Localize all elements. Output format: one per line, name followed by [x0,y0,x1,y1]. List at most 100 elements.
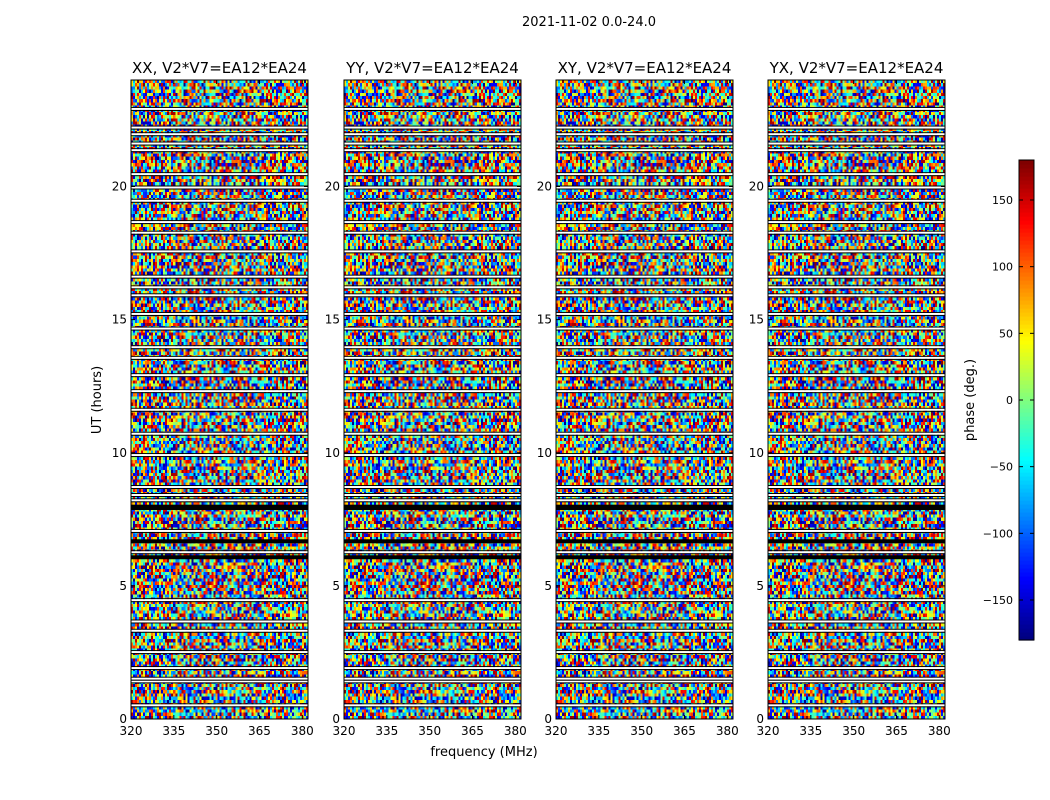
gap-edge [344,434,521,436]
flagged-band [131,539,308,544]
colorbar-segment [1019,196,1034,201]
gap-band [344,199,521,202]
gap-edge [556,329,733,331]
gap-edge [556,277,733,279]
gap-edge [344,358,521,360]
gap-band [556,294,733,297]
colorbar-segment [1019,264,1034,269]
gap-edge [556,109,733,111]
gap-edge [344,676,521,678]
y-tick-label: 15 [112,313,127,327]
x-tick-label: 350 [418,724,441,738]
gap-edge [131,622,308,624]
gap-edge [768,528,945,530]
gap-edge [131,553,308,555]
colorbar-segment [1019,204,1034,209]
colorbar-segment [1019,456,1034,461]
gap-band [344,126,521,129]
gap-band [131,408,308,411]
colorbar-segment [1019,240,1034,245]
gap-edge [344,453,521,455]
colorbar-segment [1019,460,1034,465]
gap-band [131,677,308,680]
gap-band [344,173,521,176]
gap-band [768,142,945,145]
y-tick-label: 5 [544,579,552,593]
gap-edge [344,706,521,708]
gap-edge [768,501,945,503]
gap-band [131,620,308,623]
gap-band [131,346,308,349]
colorbar-segment [1019,232,1034,237]
gap-edge [344,348,521,350]
gap-edge [768,410,945,412]
gap-band [556,186,733,189]
gap-edge [131,106,308,108]
gap-edge [344,172,521,174]
gap-edge [768,185,945,187]
gap-edge [768,358,945,360]
gap-band [344,390,521,393]
gap-edge [768,456,945,458]
gap-band [556,199,733,202]
flagged-band [556,555,733,560]
gap-band [768,704,945,707]
colorbar-segment [1019,380,1034,385]
gap-edge [131,125,308,127]
gap-band [344,221,521,224]
gap-edge [131,431,308,433]
gap-edge [131,223,308,225]
colorbar-segment [1019,412,1034,417]
gap-edge [556,485,733,487]
gap-band [556,629,733,632]
colorbar-segment [1019,520,1034,525]
flagged-band [344,539,521,544]
gap-edge [344,601,521,603]
colorbar-segment [1019,632,1034,637]
colorbar-segment [1019,616,1034,621]
gap-edge [768,172,945,174]
gap-edge [344,550,521,552]
gap-edge [131,410,308,412]
gap-band [131,126,308,129]
gap-band [344,432,521,435]
gap-band [344,327,521,330]
colorbar-segment [1019,280,1034,285]
gap-edge [131,601,308,603]
gap-band [768,651,945,654]
gap-edge [131,550,308,552]
gap-edge [131,293,308,295]
gap-edge [131,128,308,130]
gap-band [768,551,945,554]
x-tick-label: 350 [842,724,865,738]
gap-edge [556,220,733,222]
gap-band [768,286,945,289]
colorbar-segment [1019,212,1034,217]
gap-edge [768,550,945,552]
gap-edge [768,431,945,433]
colorbar-segment [1019,164,1034,169]
x-tick-label: 320 [545,724,568,738]
colorbar-segment [1019,576,1034,581]
colorbar-segment [1019,320,1034,325]
gap-edge [344,531,521,533]
gap-band [556,356,733,359]
gap-edge [344,496,521,498]
gap-band [131,199,308,202]
gap-band [556,390,733,393]
colorbar-segment [1019,292,1034,297]
gap-band [344,667,521,670]
y-tick-label: 20 [112,180,127,194]
gap-edge [131,109,308,111]
gap-edge [556,288,733,290]
gap-edge [131,274,308,276]
flagged-band [131,555,308,560]
colorbar-tick-label: 150 [992,194,1013,207]
gap-band [556,704,733,707]
colorbar-segment [1019,584,1034,589]
y-tick-label: 10 [749,446,764,460]
colorbar-segment [1019,276,1034,281]
colorbar-segment [1019,560,1034,565]
gap-edge [131,631,308,633]
gap-band [344,149,521,152]
